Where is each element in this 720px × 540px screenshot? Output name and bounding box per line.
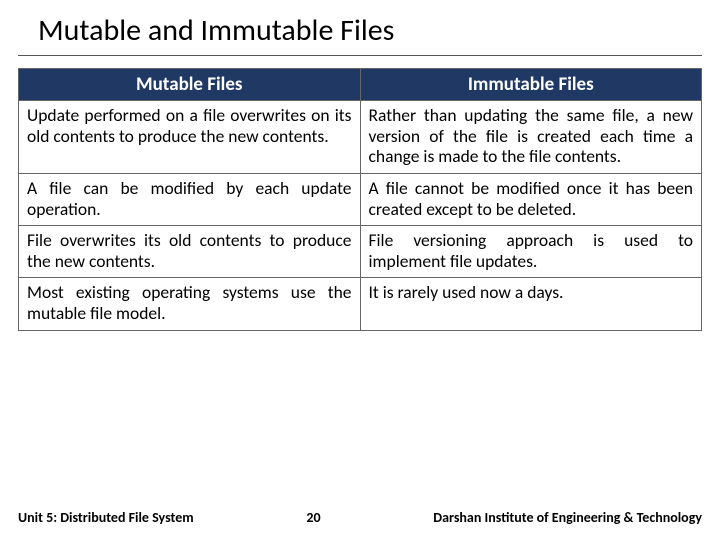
comparison-table: Mutable Files Immutable Files Update per…	[18, 68, 702, 331]
table-row: Update performed on a file overwrites on…	[19, 101, 702, 174]
cell-mutable: Update performed on a file overwrites on…	[19, 101, 361, 174]
page-title: Mutable and Immutable Files	[18, 0, 702, 56]
cell-immutable: It is rarely used now a days.	[360, 278, 702, 330]
cell-mutable: File overwrites its old contents to prod…	[19, 226, 361, 278]
footer-institute: Darshan Institute of Engineering & Techn…	[433, 509, 702, 526]
cell-immutable: Rather than updating the same file, a ne…	[360, 101, 702, 174]
footer-page-number: 20	[306, 509, 320, 526]
table-row: File overwrites its old contents to prod…	[19, 226, 702, 278]
footer: Unit 5: Distributed File System 20 Darsh…	[0, 509, 720, 526]
col-header-immutable: Immutable Files	[360, 69, 702, 101]
cell-mutable: A file can be modified by each update op…	[19, 173, 361, 225]
cell-mutable: Most existing operating systems use the …	[19, 278, 361, 330]
table-row: Most existing operating systems use the …	[19, 278, 702, 330]
col-header-mutable: Mutable Files	[19, 69, 361, 101]
footer-unit: Unit 5: Distributed File System	[18, 509, 194, 526]
cell-immutable: A file cannot be modified once it has be…	[360, 173, 702, 225]
cell-immutable: File versioning approach is used to impl…	[360, 226, 702, 278]
table-header-row: Mutable Files Immutable Files	[19, 69, 702, 101]
table-row: A file can be modified by each update op…	[19, 173, 702, 225]
